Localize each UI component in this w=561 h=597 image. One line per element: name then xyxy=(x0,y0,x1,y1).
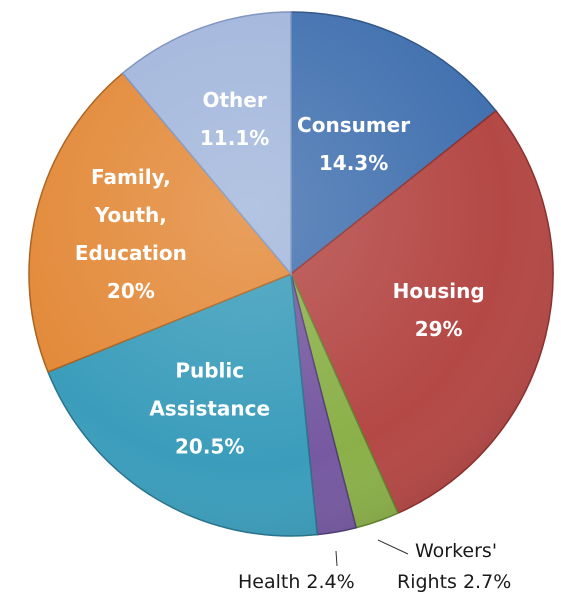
slice-label-housing: 29% xyxy=(415,317,463,341)
slice-label-workers-rights: Rights 2.7% xyxy=(397,571,511,593)
callout-line-workers-rights xyxy=(377,539,409,555)
slice-label-workers-rights: Workers' xyxy=(415,540,497,562)
slice-label-family-youth-education: Youth, xyxy=(94,203,167,227)
slice-label-housing: Housing xyxy=(393,279,485,303)
slice-label-family-youth-education: Family, xyxy=(91,165,171,189)
slice-label-other: 11.1% xyxy=(200,126,269,150)
pie-slices xyxy=(28,11,554,537)
slice-label-public-assistance: Public xyxy=(175,359,244,383)
pie-labels: Consumer 14.3% Housing 29% Workers' Rights 2.… xyxy=(75,88,511,593)
slice-label-consumer: Consumer xyxy=(297,113,410,137)
slice-label-other: Other xyxy=(202,88,266,112)
slice-label-family-youth-education: 20% xyxy=(107,279,155,303)
slice-label-public-assistance: 20.5% xyxy=(175,435,244,459)
slice-label-family-youth-education: Education xyxy=(75,241,187,265)
slice-label-public-assistance: Assistance xyxy=(149,397,270,421)
callout-line-health xyxy=(335,550,338,567)
slice-label-consumer: 14.3% xyxy=(319,151,388,175)
slice-label-health: Health 2.4% xyxy=(238,571,355,593)
